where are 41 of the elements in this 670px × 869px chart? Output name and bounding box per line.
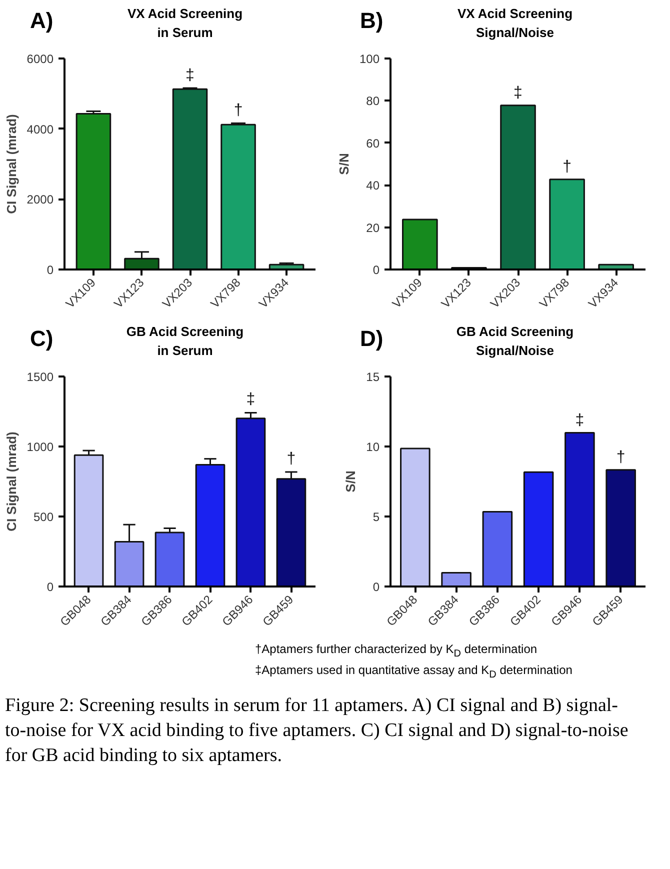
y-tick-label: 2000 bbox=[26, 192, 54, 207]
y-tick-label: 0 bbox=[372, 263, 380, 277]
y-tick-label: 0 bbox=[46, 580, 54, 594]
y-tick-label: 0 bbox=[46, 263, 54, 277]
annotation: ‡ bbox=[246, 391, 256, 408]
annotation: ‡ bbox=[514, 84, 522, 102]
chart-title: VX Acid Screening in Serum bbox=[126, 5, 244, 42]
y-tick-label: 20 bbox=[366, 220, 380, 235]
annotation: † bbox=[234, 102, 243, 120]
y-tick-label: 1500 bbox=[26, 370, 54, 384]
y-tick-label: 6000 bbox=[26, 52, 54, 66]
y-tick-label: 1000 bbox=[26, 440, 54, 454]
caption: Figure 2: Screening results in serum for 11 aptamers. A) CI signal and B) signal-to-noise for VX acid binding to five aptamers. C) CI signal and D) signal-to-noise for GB acid binding to six aptamers. bbox=[5, 694, 630, 768]
y-axis-title: CI Signal (mrad) bbox=[4, 432, 19, 532]
y-tick-label: 15 bbox=[366, 370, 380, 384]
text: C) bbox=[29, 325, 54, 353]
chart-title: GB Acid Screening Signal/Noise bbox=[455, 323, 575, 360]
y-tick-label: 60 bbox=[366, 136, 380, 150]
text: ‡Aptamers used in quantitative assay and K$_{D}$ determination bbox=[255, 662, 574, 682]
annotation: ‡ bbox=[186, 66, 194, 84]
y-tick-label: 10 bbox=[366, 440, 380, 454]
chart-title: VX Acid Screening Signal/Noise bbox=[456, 5, 574, 42]
y-tick-label: 0 bbox=[372, 580, 380, 594]
annotation: † bbox=[616, 448, 626, 466]
y-tick-label: 100 bbox=[359, 52, 380, 66]
chart-title: GB Acid Screening in Serum bbox=[125, 323, 245, 360]
y-tick-label: 80 bbox=[366, 94, 380, 108]
y-tick-label: 500 bbox=[33, 510, 54, 524]
text: †Aptamers further characterized by K$_{D}$ determination bbox=[255, 641, 538, 662]
text: D) bbox=[359, 325, 384, 353]
annotation: † bbox=[562, 158, 572, 176]
y-axis-title: S/N bbox=[336, 153, 352, 175]
annotation: † bbox=[286, 450, 296, 468]
y-tick-label: 4000 bbox=[26, 122, 54, 136]
text: A) bbox=[29, 7, 54, 35]
annotation: ‡ bbox=[575, 412, 584, 429]
y-axis-title: CI Signal (mrad) bbox=[4, 114, 19, 214]
y-axis-title: S/N bbox=[343, 470, 358, 492]
y-tick-label: 40 bbox=[366, 178, 380, 193]
y-tick-label: 5 bbox=[372, 510, 380, 524]
text: B) bbox=[359, 7, 384, 35]
